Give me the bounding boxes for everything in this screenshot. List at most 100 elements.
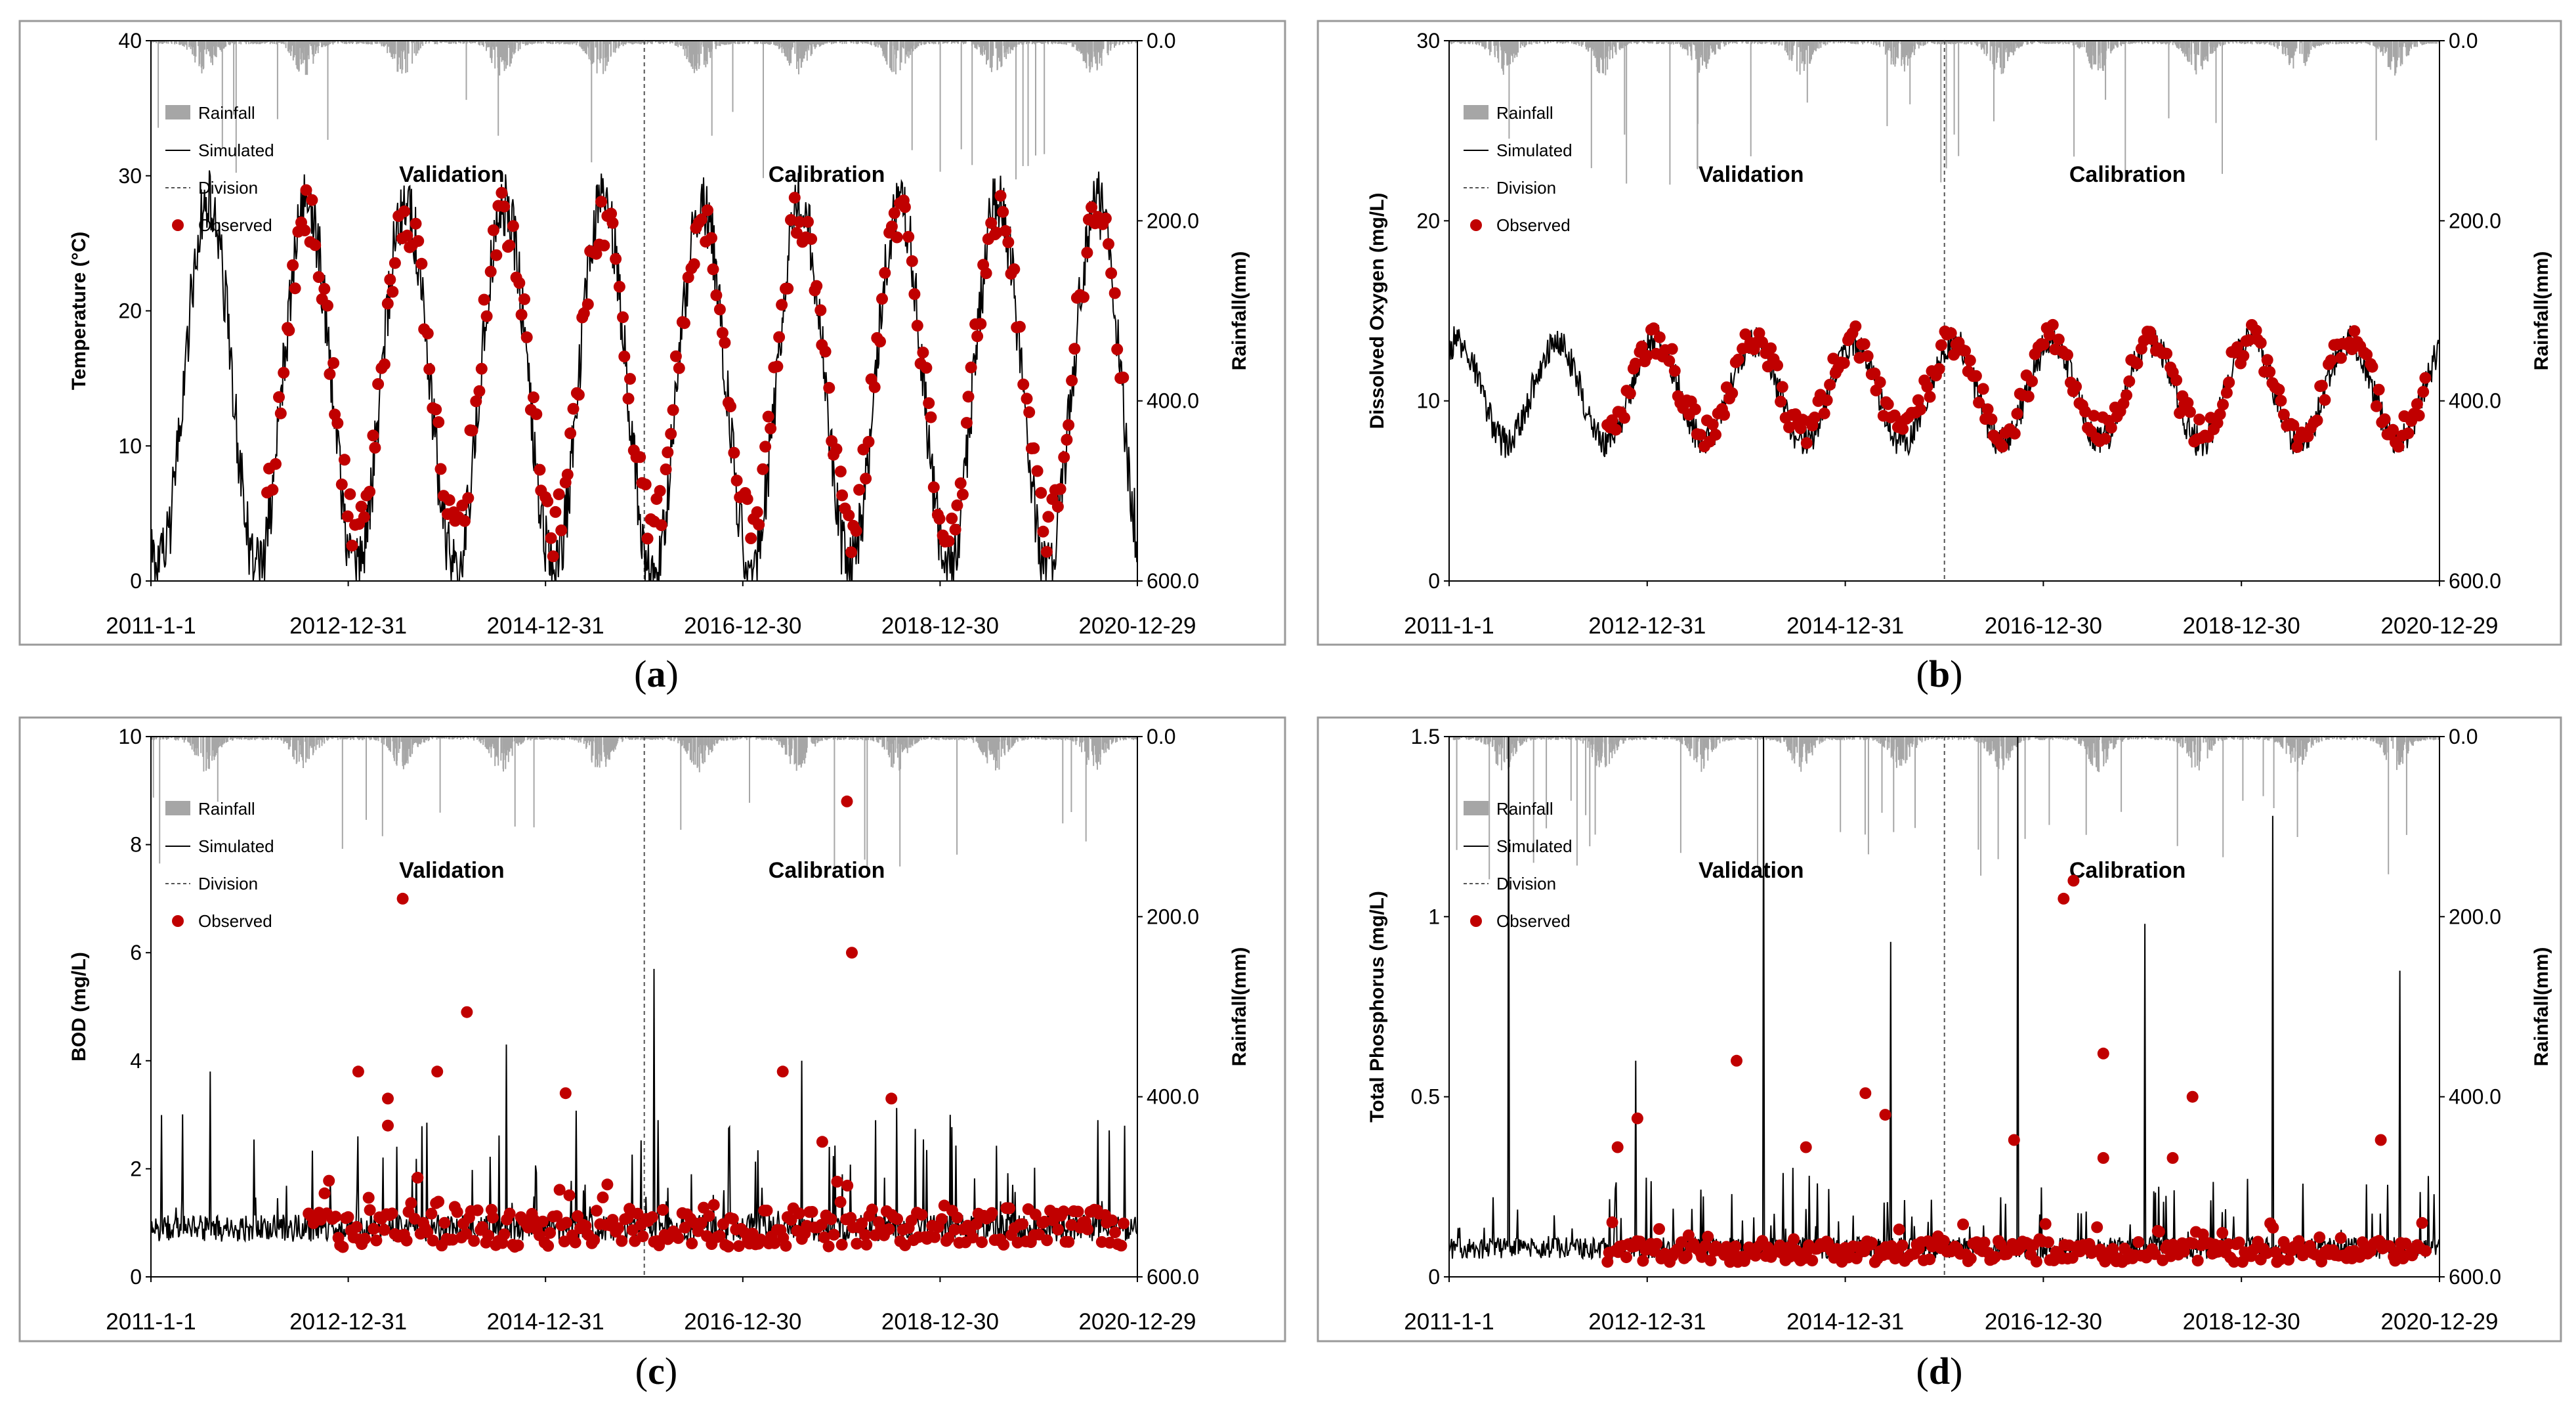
observed-point bbox=[1115, 1239, 1128, 1252]
observed-point bbox=[381, 297, 394, 310]
observed-point bbox=[788, 192, 801, 204]
calibration-label: Calibration bbox=[769, 858, 885, 883]
observed-point bbox=[2411, 398, 2423, 410]
y-axis-title: Dissolved Oxygen (mg/L) bbox=[1366, 192, 1388, 429]
observed-point bbox=[300, 184, 312, 196]
observed-point bbox=[1933, 363, 1945, 375]
observed-point bbox=[707, 1199, 720, 1211]
y-tick-label: 20 bbox=[1416, 209, 1440, 232]
legend-label-rainfall: Rainfall bbox=[198, 799, 255, 819]
rainfall-tick-label: 200.0 bbox=[2449, 209, 2501, 232]
observed-point bbox=[888, 207, 900, 219]
observed-point bbox=[761, 1205, 773, 1216]
observed-point bbox=[2058, 892, 2070, 905]
observed-point bbox=[653, 1239, 665, 1251]
observed-point bbox=[1002, 236, 1015, 248]
observed-point bbox=[771, 360, 784, 373]
observed-point bbox=[1057, 1205, 1070, 1218]
caption-part: ) bbox=[666, 653, 679, 695]
observed-point bbox=[954, 477, 967, 490]
observed-point bbox=[1663, 354, 1676, 367]
observed-point bbox=[1072, 1205, 1084, 1218]
observed-point bbox=[2146, 333, 2159, 345]
x-tick-label: 2018-12-30 bbox=[881, 1309, 999, 1335]
chart-panel-d: 0 0.5 1 1.5 0.0 200.0 400.0 600.0 2011-1-1 2012-1… bbox=[1317, 716, 2562, 1392]
observed-point bbox=[695, 213, 707, 226]
observed-point bbox=[569, 1236, 581, 1249]
legend-observed-swatch bbox=[1470, 915, 1482, 927]
observed-point bbox=[318, 1187, 331, 1199]
observed-point bbox=[2334, 352, 2347, 364]
observed-point bbox=[908, 288, 921, 300]
observed-point bbox=[364, 486, 376, 498]
observed-point bbox=[312, 271, 325, 283]
observed-point bbox=[843, 509, 855, 522]
observed-point bbox=[358, 511, 370, 523]
observed-point bbox=[482, 1229, 494, 1241]
observed-point bbox=[430, 403, 442, 416]
observed-point bbox=[1052, 1224, 1065, 1235]
observed-point bbox=[1647, 322, 1660, 335]
observed-point bbox=[355, 500, 368, 513]
observed-point bbox=[1624, 387, 1636, 400]
observed-point bbox=[2184, 406, 2196, 418]
simulated-line bbox=[1449, 324, 2439, 458]
observed-point bbox=[1038, 1216, 1051, 1228]
observed-point bbox=[572, 389, 585, 401]
chart-panel-b: 0 10 20 30 0.0 200.0 400.0 600.0 2011-1-1 2012-12… bbox=[1317, 20, 2562, 695]
observed-point bbox=[2153, 1226, 2165, 1238]
observed-point bbox=[555, 524, 568, 536]
y-tick-label: 0 bbox=[130, 1265, 142, 1289]
observed-point bbox=[707, 263, 719, 276]
observed-point bbox=[1838, 357, 1850, 369]
legend-label-observed: Observed bbox=[1496, 215, 1571, 235]
x-tick-label: 2011-1-1 bbox=[1404, 1309, 1494, 1335]
legend-label-simulated: Simulated bbox=[1496, 836, 1573, 856]
observed-point bbox=[811, 280, 823, 292]
observed-point bbox=[496, 186, 508, 199]
observed-point bbox=[631, 1207, 644, 1220]
panel-caption: (c) bbox=[635, 1350, 677, 1392]
observed-point bbox=[1756, 336, 1768, 349]
observed-point bbox=[563, 1189, 576, 1201]
observed-point bbox=[2223, 376, 2235, 389]
observed-point bbox=[350, 1220, 363, 1233]
observed-point bbox=[1771, 359, 1783, 372]
observed-point bbox=[853, 484, 866, 496]
observed-point bbox=[1861, 350, 1874, 362]
y-tick-label: 2 bbox=[130, 1157, 142, 1180]
observed-point bbox=[341, 510, 354, 523]
caption-part: ( bbox=[1916, 653, 1929, 695]
observed-point bbox=[1109, 287, 1121, 299]
observed-point bbox=[776, 299, 788, 311]
y-tick-label: 10 bbox=[118, 434, 142, 458]
y-tick-label: 0.5 bbox=[1411, 1085, 1440, 1109]
observed-point bbox=[2254, 337, 2267, 349]
observed-point bbox=[1068, 343, 1081, 355]
observed-point bbox=[1765, 342, 1777, 354]
observed-point bbox=[634, 451, 646, 463]
observed-point bbox=[273, 391, 285, 403]
observed-point bbox=[1103, 238, 1114, 250]
observed-point bbox=[637, 1230, 649, 1243]
observed-point bbox=[537, 1215, 549, 1228]
observed-point bbox=[553, 1184, 566, 1196]
observed-point bbox=[2161, 347, 2173, 360]
observed-point bbox=[476, 1221, 488, 1234]
x-tick-label: 2014-12-31 bbox=[1786, 1309, 1904, 1335]
observed-point bbox=[776, 1065, 789, 1078]
observed-point bbox=[369, 442, 381, 454]
observed-point bbox=[2043, 329, 2056, 341]
x-tick-label: 2016-12-30 bbox=[1985, 1309, 2102, 1335]
x-tick-label: 2016-12-30 bbox=[684, 1309, 801, 1335]
observed-point bbox=[542, 1239, 555, 1252]
caption-part: ) bbox=[1950, 1350, 1962, 1392]
observed-point bbox=[425, 1207, 438, 1220]
observed-point bbox=[370, 1234, 383, 1247]
observed-point bbox=[372, 378, 385, 390]
rainfall-tick-label: 600.0 bbox=[1147, 569, 1199, 593]
observed-point bbox=[1031, 465, 1044, 477]
rainfall-tick-label: 600.0 bbox=[2449, 569, 2501, 593]
observed-point bbox=[1849, 320, 1862, 333]
observed-point bbox=[324, 368, 336, 380]
